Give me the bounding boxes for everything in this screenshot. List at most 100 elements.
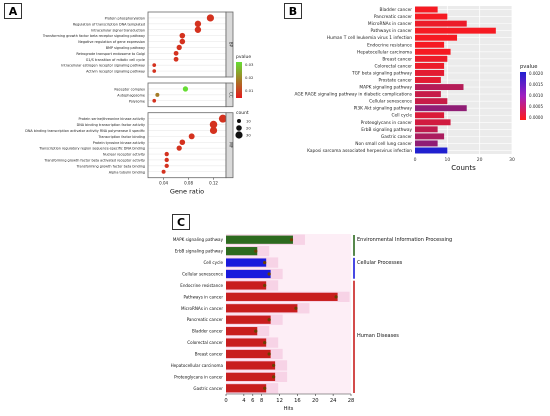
color-legend-bar — [236, 62, 242, 98]
category-label: ErbB signaling pathway — [175, 249, 224, 254]
facet-strip — [225, 82, 234, 108]
term-dot — [152, 98, 157, 103]
bar — [415, 69, 445, 76]
facet-panel — [147, 11, 227, 78]
bar — [415, 62, 445, 69]
category-label: TGF beta signaling pathway — [351, 70, 412, 76]
category-label: PI3K Akt signaling pathway — [354, 106, 413, 112]
color-legend-title: pvalue — [236, 54, 251, 60]
x-tick-label: 16 — [294, 398, 301, 404]
size-legend-label: 10 — [246, 119, 251, 124]
bar-end-marker — [267, 318, 271, 322]
bar — [226, 315, 271, 324]
color-legend-tick: 0.01 — [245, 88, 254, 93]
category-label: Hepatocellular carcinoma — [171, 363, 224, 368]
category-label: Cellular senescence — [182, 272, 223, 277]
category-label: Hepatocellular carcinoma — [357, 49, 412, 55]
x-axis-label: Hits — [284, 406, 294, 412]
bar-end-marker — [263, 386, 267, 390]
facet-label: CC — [229, 92, 234, 98]
bar — [415, 84, 464, 91]
term-label: Nuclear receptor activity — [103, 153, 145, 157]
x-tick-label: 30 — [509, 157, 515, 163]
term-dot — [209, 120, 218, 129]
bar — [415, 140, 438, 147]
term-dot — [161, 169, 166, 174]
size-legend-dot — [236, 125, 242, 131]
color-legend-tick: 0.0010 — [529, 93, 543, 98]
bar — [415, 112, 445, 119]
category-label: Gastric cancer — [193, 386, 223, 391]
term-label: G1/S transition of mitotic cell cycle — [86, 58, 145, 62]
term-label: DNA binding transcription activator acti… — [25, 129, 145, 133]
category-label: Endocrine resistance — [367, 42, 412, 48]
term-label: Intracellular estrogen receptor signalin… — [61, 64, 145, 68]
x-tick-label: 24 — [330, 398, 337, 404]
bar — [415, 105, 467, 112]
bar — [226, 384, 267, 393]
bar — [226, 269, 271, 279]
term-label: Retrograde transport endosome to Golgi — [76, 52, 145, 56]
category-label: Non small cell lung cancer — [355, 141, 412, 147]
category-label: MicroRNAs in cancer — [181, 306, 223, 311]
category-label: Pancreatic cancer — [187, 317, 224, 322]
bar-end-marker — [272, 375, 276, 379]
x-tick-label: 0.04 — [159, 181, 168, 186]
x-tick-label: 8 — [260, 398, 263, 404]
term-dot — [179, 32, 186, 39]
bar — [415, 98, 448, 105]
color-legend-tick: 0.0020 — [529, 71, 543, 76]
category-label: Breast cancer — [195, 352, 224, 357]
term-label: Protein serine/threonine kinase activity — [79, 117, 145, 121]
bar — [226, 247, 258, 256]
bar — [415, 119, 451, 126]
category-label: Bladder cancer — [192, 329, 223, 334]
category-label: MicroRNAs in cancer — [368, 21, 412, 27]
x-tick-label: 0.08 — [184, 181, 193, 186]
bar — [226, 327, 258, 336]
pathway-category-chart: MAPK signaling pathway ErbB signaling pat… — [171, 234, 452, 412]
x-tick-label: 6 — [251, 398, 254, 404]
bar — [226, 372, 276, 381]
term-dot — [176, 44, 182, 51]
bar — [226, 349, 271, 359]
color-legend-tick: 0.0000 — [529, 115, 543, 120]
size-legend-label: 20 — [246, 126, 251, 131]
term-label: Receptor complex — [114, 87, 145, 91]
term-label: Activin receptor signaling pathway — [86, 70, 145, 74]
term-dot — [155, 92, 160, 97]
facet-strip — [225, 11, 234, 78]
color-legend-tick: 0.0015 — [529, 82, 543, 87]
term-dot — [179, 139, 186, 146]
size-legend-dot — [235, 131, 243, 139]
bar — [226, 338, 267, 347]
term-dot — [218, 114, 227, 123]
category-label: Gastric cancer — [381, 134, 412, 140]
bar — [226, 292, 338, 301]
term-dot — [164, 157, 169, 163]
facet-strip — [225, 112, 234, 179]
x-tick-label: 20 — [477, 157, 483, 163]
term-label: Protein phosphorylation — [105, 16, 145, 20]
size-legend-label: 30 — [246, 133, 251, 138]
category-label: MAPK signaling pathway — [173, 237, 224, 242]
term-label: Polysome — [129, 99, 145, 103]
term-dot — [209, 126, 218, 135]
term-label: Transforming growth factor beta binding — [76, 164, 145, 168]
term-label: Transforming growth factor beta receptor… — [42, 34, 145, 38]
panel-label-c: C — [172, 214, 190, 230]
category-label: Endocrine resistance — [180, 283, 223, 288]
category-label: Breast cancer — [382, 56, 412, 62]
x-tick-label: 12 — [276, 398, 283, 404]
color-legend-title: pvalue — [520, 64, 537, 70]
x-tick-label: 0.12 — [209, 181, 218, 186]
bar — [415, 55, 448, 62]
bar-end-marker — [334, 295, 338, 299]
go-dot-plot: Protein phosphorylation Regulation of tra… — [25, 11, 254, 196]
facet-label: MF — [229, 142, 234, 148]
category-label: AGE RAGE signaling pathway in diabetic c… — [295, 92, 413, 98]
category-label: Cell cycle — [203, 260, 223, 265]
term-dot — [164, 163, 169, 169]
category-label: Cellular senescence — [369, 99, 412, 105]
category-label: Colorectal cancer — [375, 63, 413, 69]
